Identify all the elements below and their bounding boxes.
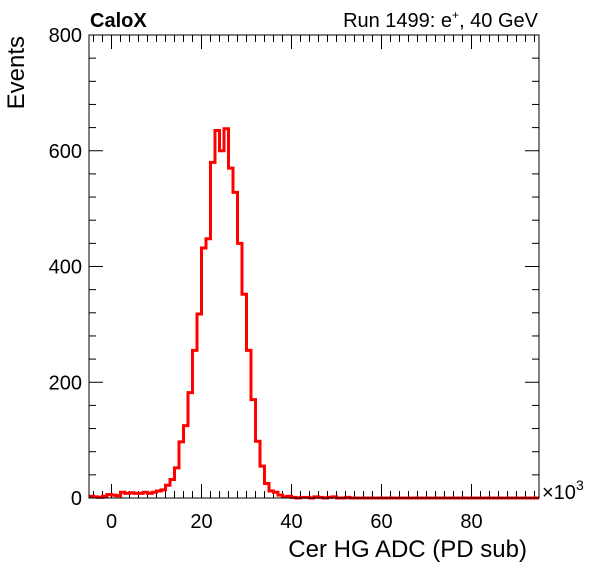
- y-tick-label: 0: [71, 488, 82, 510]
- y-axis-title: Events: [3, 36, 30, 109]
- run-label-suffix: , 40 GeV: [459, 10, 539, 32]
- run-label: Run 1499: e+, 40 GeV: [343, 8, 539, 32]
- x-tick-label: 80: [460, 511, 482, 533]
- histogram-series: [89, 127, 539, 500]
- y-tick-label: 800: [49, 25, 82, 47]
- x-tick-label: 20: [190, 511, 212, 533]
- x-axis-multiplier: ×103: [542, 477, 584, 504]
- x-tick-label: 0: [106, 511, 117, 533]
- y-tick-label: 400: [49, 257, 82, 279]
- x-multiplier-base: ×10: [542, 482, 576, 504]
- histogram-line: [89, 127, 539, 500]
- axis-ticks: [89, 34, 539, 499]
- x-axis-title: Cer HG ADC (PD sub): [288, 536, 527, 563]
- x-multiplier-exponent: 3: [576, 477, 584, 493]
- run-label-superscript: +: [452, 8, 459, 22]
- y-tick-label: 600: [49, 141, 82, 163]
- experiment-label: CaloX: [90, 10, 147, 32]
- x-tick-label: 60: [370, 511, 392, 533]
- plot-frame: [88, 34, 540, 499]
- x-tick-label: 40: [280, 511, 302, 533]
- y-tick-label: 200: [49, 372, 82, 394]
- run-label-prefix: Run 1499: e: [343, 10, 452, 32]
